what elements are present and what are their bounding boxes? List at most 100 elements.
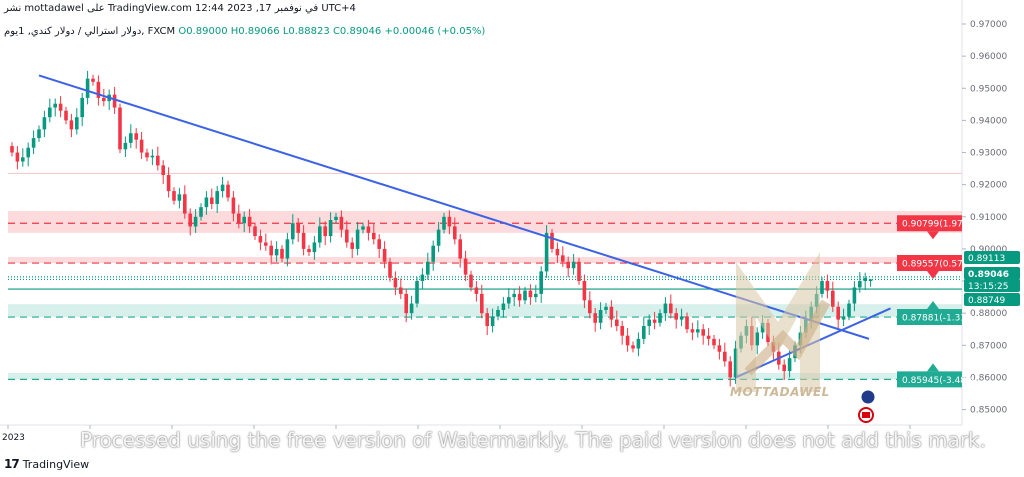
candle-body [701, 329, 705, 336]
mottadawel-logo-watermark [736, 252, 830, 392]
candle-body [847, 303, 851, 317]
candle-body [658, 313, 662, 323]
candle-body [123, 142, 128, 150]
candle-body [58, 103, 63, 111]
candle-body [339, 216, 344, 230]
candle-body [841, 316, 846, 320]
svg-text:0.89557(0.57%: 0.89557(0.57% [902, 260, 972, 270]
candle-body [145, 152, 149, 158]
candle-body [296, 223, 300, 233]
candle-body [183, 194, 187, 214]
candle-body [96, 81, 101, 98]
candle-body [647, 319, 651, 327]
candle-body [447, 216, 452, 227]
candle-body [409, 303, 414, 314]
candle-body [307, 248, 311, 253]
svg-text:0.89113: 0.89113 [968, 254, 1005, 264]
candle-body [188, 213, 192, 227]
y-tick-label: 0.90000 [970, 245, 1007, 255]
candle-body [723, 351, 727, 362]
candle-body [609, 306, 614, 320]
candle-body [177, 194, 182, 201]
candle-body [582, 281, 587, 301]
change-value: +0.00046 (+0.05%) [384, 26, 486, 37]
candle-body [318, 226, 322, 243]
candle-body [377, 239, 381, 249]
candle-body [393, 277, 398, 288]
candle-body [64, 110, 68, 121]
candle-body [237, 213, 241, 224]
candle-body [863, 277, 867, 282]
candle-body [415, 281, 419, 304]
candle-body [577, 261, 581, 282]
candle-body [323, 226, 327, 237]
y-tick-label: 0.92000 [970, 181, 1007, 191]
candle-body [134, 133, 138, 140]
candle-body [210, 197, 214, 204]
candle-body [301, 232, 306, 249]
candle-body [231, 197, 236, 214]
candle-body [685, 316, 689, 330]
trendline [38, 74, 870, 340]
svg-text:13:15:25: 13:15:25 [968, 282, 1008, 292]
candle-body [102, 97, 106, 102]
y-tick-label: 0.94000 [970, 116, 1007, 126]
resistance-zone [8, 211, 962, 233]
candle-body [247, 216, 252, 227]
candle-body [150, 155, 155, 158]
candle-body [593, 313, 597, 323]
candle-body [458, 239, 462, 259]
canada-leaf-icon [862, 412, 870, 418]
resistance-zone [8, 256, 962, 264]
svg-text:0.85945(-3.48%: 0.85945(-3.48% [902, 376, 975, 386]
candle-body [831, 290, 835, 307]
candle-body [420, 274, 425, 282]
candle-body [112, 94, 117, 108]
tradingview-logo-icon: 17 [4, 457, 20, 471]
candle-body [388, 261, 392, 278]
candle-body [480, 293, 484, 314]
y-tick-label: 0.88000 [970, 309, 1007, 319]
candle-body [166, 175, 171, 192]
axis-price-label: 0.89046 [964, 267, 1020, 280]
candle-body [372, 232, 376, 240]
candle-body [291, 223, 295, 240]
candle-body [193, 216, 198, 227]
candle-body [382, 248, 387, 262]
symbol-line: دولار استرالي / دولار كندي, 1يوم, FXCM [4, 26, 176, 37]
candle-body [733, 348, 738, 378]
candle-body [15, 152, 20, 162]
candle-body [436, 229, 441, 246]
tradingview-logo-text: TradingView [22, 457, 90, 471]
y-tick-label: 0.97000 [970, 20, 1007, 30]
candle-body [199, 207, 203, 217]
candle-body [652, 319, 657, 323]
candle-body [139, 139, 144, 153]
axis-price-label: 0.88749 [964, 293, 1020, 306]
candle-body [555, 248, 560, 256]
candle-body [625, 335, 630, 346]
y-tick-label: 0.91000 [970, 213, 1007, 223]
watermarkly-notice: Processed using the free version of Wate… [80, 428, 986, 452]
candle-body [712, 338, 716, 346]
svg-text:0.90799(1.97%: 0.90799(1.97% [902, 220, 972, 230]
candle-body [75, 117, 79, 130]
candle-body [442, 216, 446, 230]
candle-body [328, 220, 333, 237]
candle-body [868, 279, 873, 282]
candle-body [852, 287, 857, 304]
x-tick-label: 2023 [2, 433, 25, 443]
svg-text:0.89046: 0.89046 [968, 270, 1009, 280]
candle-body [782, 364, 786, 372]
axis-price-label: 13:15:25 [964, 279, 1020, 292]
candle-body [129, 133, 133, 143]
candle-body [588, 300, 592, 314]
candle-body [334, 216, 338, 221]
candle-body [561, 255, 565, 262]
candle-body [366, 226, 371, 233]
candle-body [242, 216, 246, 224]
australia-flag-icon [860, 389, 876, 405]
candle-body [172, 191, 176, 201]
candle-body [604, 306, 608, 310]
